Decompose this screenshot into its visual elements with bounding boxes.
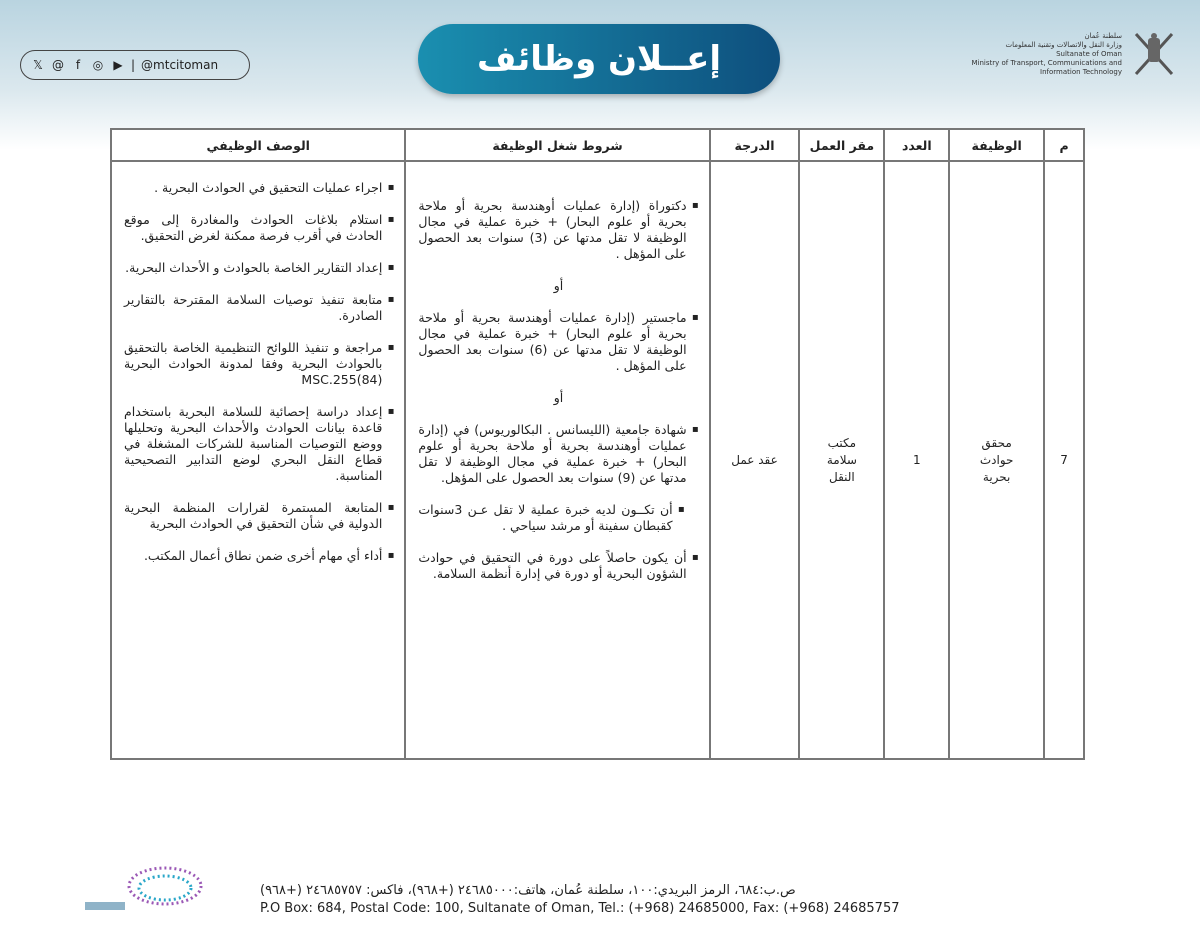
condition-item: دكتوراة (إدارة عمليات أوهندسة بحرية أو م…: [418, 198, 698, 262]
cell-conditions: دكتوراة (إدارة عمليات أوهندسة بحرية أو م…: [404, 160, 711, 760]
description-item: استلام بلاغات الحوادث والمغادرة إلى موقع…: [124, 212, 395, 244]
facebook-icon[interactable]: f: [75, 58, 81, 72]
header-job: الوظيفة: [948, 128, 1046, 162]
page-title: إعــلان وظائف: [418, 24, 780, 94]
ministry-logo: سلطنة عُمان وزارة النقل والاتصالات وتقني…: [972, 28, 1181, 80]
header-location: مقر العمل: [798, 128, 886, 162]
cell-description: اجراء عمليات التحقيق في الحوادث البحرية …: [109, 160, 407, 760]
description-item: أداء أي مهام أخرى ضمن نطاق أعمال المكتب.: [124, 548, 395, 564]
cell-no: 7: [1043, 160, 1085, 760]
table-row: 7 محقق حوادث بحرية 1 مكتب سلامة النقل عق…: [109, 160, 1085, 760]
divider: |: [131, 58, 136, 72]
header-count: العدد: [883, 128, 951, 162]
ministry-line: وزارة النقل والاتصالات وتقنية المعلومات: [1005, 40, 1123, 49]
oman-emblem-icon: [1134, 32, 1174, 76]
cell-count: 1: [883, 160, 951, 760]
footer-english: P.O Box: 684, Postal Code: 100, Sultanat…: [260, 901, 900, 916]
description-item: إعداد التقارير الخاصة بالحوادث و الأحداث…: [124, 260, 395, 276]
header-grade: الدرجة: [708, 128, 801, 162]
header-no: م: [1043, 128, 1085, 162]
condition-item: أن يكون حاصلاً على دورة في التحقيق في حو…: [418, 550, 698, 582]
condition-item: أن تكــون لديه خبرة عملية لا تقل عـن 3سن…: [418, 502, 684, 534]
threads-icon[interactable]: @: [52, 58, 64, 72]
ministry-line: Sultanate of Oman: [1056, 49, 1122, 58]
social-media-bar: 𝕏 @ f ◎ ▶ | @mtcitoman: [20, 50, 250, 80]
or-label: أو: [553, 390, 564, 405]
description-item: إعداد دراسة إحصائية للسلامة البحرية باست…: [124, 404, 395, 484]
cell-job: محقق حوادث بحرية: [948, 160, 1046, 760]
description-item: اجراء عمليات التحقيق في الحوادث البحرية …: [124, 180, 395, 196]
condition-item: شهادة جامعية (الليسانس . البكالوريوس) في…: [418, 422, 698, 486]
ministry-line: Ministry of Transport, Communications an…: [971, 58, 1123, 67]
youtube-icon[interactable]: ▶: [113, 58, 123, 72]
table-header-row: م الوظيفة العدد مقر العمل الدرجة شروط شغ…: [109, 128, 1085, 162]
instagram-icon[interactable]: ◎: [92, 58, 104, 72]
footer-address: ص.ب:٦٨٤، الرمز البريدي:١٠٠، سلطنة عُمان،…: [260, 882, 1100, 918]
header-description: الوصف الوظيفي: [109, 128, 407, 162]
description-item: المتابعة المستمرة لقرارات المنظمة البحري…: [124, 500, 395, 532]
footer-arabic: ص.ب:٦٨٤، الرمز البريدي:١٠٠، سلطنة عُمان،…: [260, 883, 796, 898]
or-label: أو: [553, 278, 564, 293]
header-conditions: شروط شغل الوظيفة: [404, 128, 711, 162]
job-table: م الوظيفة العدد مقر العمل الدرجة شروط شغ…: [109, 128, 1085, 760]
description-item: مراجعة و تنفيذ اللوائح التنظيمية الخاصة …: [124, 340, 395, 388]
cell-location: مكتب سلامة النقل: [798, 160, 886, 760]
social-handle: @mtcitoman: [141, 58, 219, 72]
description-item: متابعة تنفيذ توصيات السلامة المقترحة بال…: [124, 292, 395, 324]
cell-grade: عقد عمل: [708, 160, 801, 760]
ministry-line: Information Technology: [1040, 67, 1122, 76]
footer-logo-icon: [85, 866, 203, 910]
ministry-line: سلطنة عُمان: [1084, 31, 1122, 40]
x-icon[interactable]: 𝕏: [33, 58, 43, 72]
condition-item: ماجستير (إدارة عمليات أوهندسة بحرية أو م…: [418, 310, 698, 374]
